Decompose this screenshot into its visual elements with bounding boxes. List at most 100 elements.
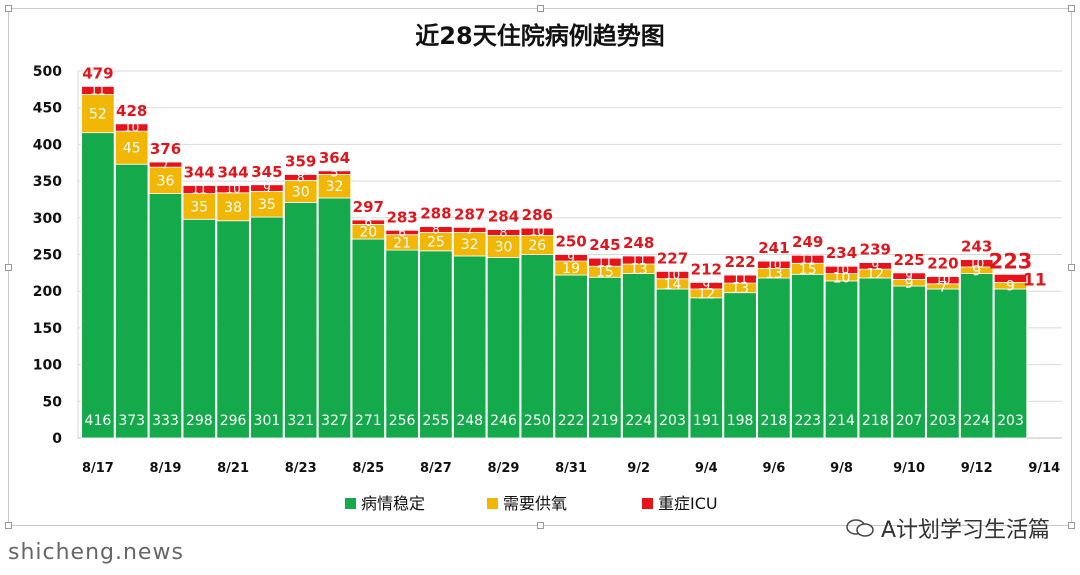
oxygen-segment — [216, 192, 250, 222]
oxygen-value-label: 19 — [562, 261, 580, 277]
icu-segment — [588, 257, 622, 267]
oxygen-segment — [148, 166, 183, 194]
icu-value-label: 11 — [192, 183, 207, 197]
oxygen-value-label: 38 — [224, 200, 242, 216]
total-value-label: 344 — [184, 164, 215, 182]
oxygen-value-label: 15 — [799, 262, 817, 278]
icu-value-label: 10 — [935, 273, 950, 287]
stable-value-label: 224 — [625, 413, 652, 429]
stable-segment — [351, 238, 385, 439]
stable-value-label: 271 — [355, 413, 382, 429]
y-tick-label: 450 — [33, 101, 62, 117]
stable-segment — [250, 216, 284, 439]
legend: 病情稳定 需要供氧 重症ICU — [345, 494, 718, 513]
stable-value-label: 222 — [558, 413, 585, 429]
icu-value-label: 8 — [432, 223, 440, 237]
stable-value-label: 224 — [963, 413, 990, 429]
stable-segment — [858, 277, 892, 439]
oxygen-value-label: 25 — [427, 235, 445, 251]
resize-handle[interactable] — [537, 522, 544, 529]
oxygen-value-label: 9 — [972, 263, 981, 279]
stable-segment — [588, 276, 622, 439]
icu-value-label: 7 — [162, 158, 170, 172]
stable-segment — [723, 292, 757, 439]
stable-segment — [453, 255, 487, 439]
icu-value-label: 10 — [766, 258, 781, 272]
stable-value-label: 416 — [85, 413, 112, 429]
icu-segment — [351, 219, 385, 225]
total-value-label: 284 — [488, 208, 519, 226]
x-tick-label: 9/12 — [961, 461, 993, 476]
stable-value-label: 207 — [896, 413, 923, 429]
y-tick-label: 200 — [33, 284, 62, 300]
icu-value-label: 10 — [834, 263, 849, 277]
x-tick-label: 9/4 — [695, 461, 718, 476]
total-value-label: 288 — [420, 205, 451, 223]
icu-segment — [385, 229, 419, 236]
oxygen-value-label: 12 — [697, 286, 715, 302]
icu-segment — [250, 184, 284, 192]
stable-segment — [689, 297, 723, 439]
oxygen-value-label: 32 — [461, 237, 479, 253]
total-value-label: 220 — [927, 255, 958, 273]
total-value-label: 223 — [989, 249, 1033, 273]
stable-value-label: 250 — [524, 413, 551, 429]
stable-segment — [926, 288, 960, 439]
y-tick-label: 350 — [33, 174, 62, 190]
stable-segment — [385, 249, 419, 439]
stable-value-label: 191 — [693, 413, 720, 429]
x-tick-label: 9/10 — [893, 461, 925, 476]
chart-title: 近28天住院病例趋势图 — [415, 22, 664, 50]
oxygen-value-label: 9 — [1006, 279, 1015, 295]
stable-segment — [182, 218, 216, 439]
icu-segment — [858, 262, 892, 270]
legend-label: 重症ICU — [658, 494, 718, 513]
stable-value-label: 223 — [794, 413, 821, 429]
icu-value-label: 11 — [732, 272, 747, 286]
icu-segment — [520, 227, 554, 236]
icu-segment — [689, 281, 723, 290]
oxygen-value-label: 15 — [596, 265, 614, 281]
icu-value-label: 10 — [225, 182, 240, 196]
data-labels: 4165211479373451042833336737629835113442… — [82, 64, 1046, 429]
resize-handle[interactable] — [1068, 264, 1075, 271]
total-value-label: 243 — [961, 238, 992, 256]
resize-handle[interactable] — [5, 522, 12, 529]
x-tick-label: 9/8 — [830, 461, 853, 476]
stable-segment — [622, 273, 656, 439]
icu-segment — [486, 229, 521, 236]
total-value-label: 428 — [116, 102, 147, 120]
oxygen-value-label: 13 — [731, 281, 749, 297]
icu-segment — [791, 254, 825, 264]
stable-segment — [554, 274, 588, 439]
resize-handle[interactable] — [1068, 522, 1075, 529]
stable-segment — [960, 273, 994, 439]
resize-handle[interactable] — [537, 5, 544, 12]
stable-value-label: 301 — [254, 413, 281, 429]
icu-value-label: 9 — [567, 251, 575, 265]
stable-value-label: 246 — [490, 413, 517, 429]
stable-value-label: 255 — [423, 413, 450, 429]
total-value-label: 225 — [893, 251, 924, 269]
icu-segment — [622, 255, 656, 265]
icu-segment — [115, 123, 149, 132]
hospitalization-chart: 近28天住院病例趋势图 0 50 100 150 200 250 300 350 400 450 5… — [33, 22, 1062, 513]
icu-value-label: 7 — [466, 223, 474, 237]
x-tick-label: 8/27 — [420, 461, 452, 476]
resize-handle[interactable] — [5, 264, 12, 271]
total-value-label: 241 — [758, 239, 789, 257]
stable-segment — [791, 273, 825, 439]
total-value-label: 250 — [555, 233, 586, 251]
total-value-label: 234 — [826, 244, 857, 262]
stable-value-label: 218 — [761, 413, 788, 429]
oxygen-value-label: 9 — [905, 276, 914, 292]
y-tick-label: 500 — [33, 64, 62, 80]
oxygen-segment — [250, 190, 284, 218]
x-tick-label: 9/14 — [1028, 461, 1060, 476]
oxygen-value-label: 12 — [866, 267, 884, 283]
oxygen-value-label: 32 — [326, 179, 344, 195]
total-value-label: 297 — [353, 198, 384, 216]
icu-value-label: 9 — [871, 259, 879, 273]
resize-handle[interactable] — [5, 5, 12, 12]
resize-handle[interactable] — [1068, 5, 1075, 12]
